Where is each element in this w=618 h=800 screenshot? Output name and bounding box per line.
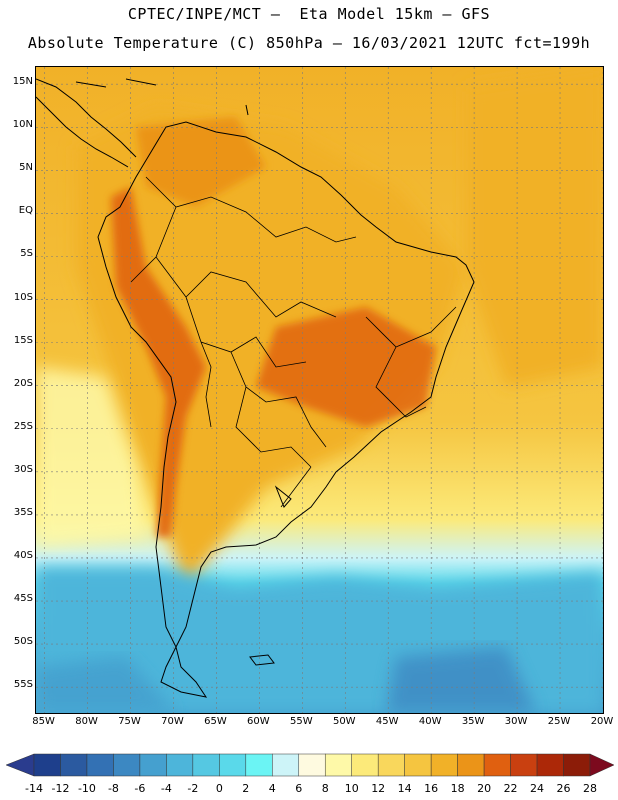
colorbar-tick-label: -12 (51, 782, 70, 795)
field-colder-south (386, 647, 536, 713)
colorbar-swatch (404, 753, 432, 777)
lat-tick-label: 30S (13, 463, 33, 475)
colorbar-under-arrow (5, 753, 35, 777)
colorbar-tick-label: 2 (242, 782, 250, 795)
colorbar-tick-label: 26 (556, 782, 571, 795)
colorbar-swatch (245, 753, 273, 777)
colorbar-tick-label: -14 (25, 782, 43, 795)
lon-tick-label: 85W (32, 716, 55, 727)
lon-tick-label: 80W (75, 716, 98, 727)
colorbar-swatch (457, 753, 485, 777)
lon-tick-label: 30W (504, 716, 528, 727)
colorbar-swatch (510, 753, 538, 777)
colorbar-swatch (298, 753, 326, 777)
colorbar-tick-label: 22 (503, 782, 518, 795)
lon-tick-label: 70W (161, 716, 184, 727)
map-panel (35, 66, 604, 714)
colorbar-tick-label: 14 (397, 782, 412, 795)
colorbar-tick-label: -4 (160, 782, 172, 795)
colorbar-tick-label: 28 (583, 782, 597, 795)
chart-title-model: CPTEC/INPE/MCT — Eta Model 15km — GFS (127, 5, 491, 23)
colorbar-tick-label: 8 (321, 782, 329, 795)
colorbar (5, 753, 615, 777)
colorbar-tick-label: 6 (295, 782, 303, 795)
colorbar-tick-label: -10 (77, 782, 96, 795)
lat-tick-label: 40S (13, 549, 33, 561)
colorbar-swatch (86, 753, 114, 777)
lon-tick-label: 35W (461, 716, 485, 727)
field-colder-sw (36, 657, 176, 713)
lat-tick-label: 15S (13, 334, 33, 346)
colorbar-swatch (377, 753, 405, 777)
colorbar-tick-label: 12 (371, 782, 386, 795)
colorbar-tick-label: 0 (215, 782, 223, 795)
colorbar-swatch (272, 753, 300, 777)
colorbar-swatch (351, 753, 379, 777)
field-hot-central (256, 307, 436, 427)
central-america-coast (36, 78, 137, 168)
south-america-coast (97, 121, 475, 698)
colorbar-swatch (536, 753, 564, 777)
lat-tick-label: 5S (20, 248, 33, 260)
field-hot-andes (111, 187, 206, 537)
river-plate (274, 485, 292, 508)
field-warm-ne (466, 67, 603, 387)
colorbar-tick-label: 10 (344, 782, 359, 795)
colorbar-swatch (166, 753, 194, 777)
field-cool-pacific (36, 367, 146, 547)
lat-tick-label: 15N (12, 76, 33, 88)
colorbar-swatch (33, 753, 61, 777)
colorbar-tick-label: 4 (268, 782, 276, 795)
lat-tick-label: 5N (19, 162, 33, 174)
colorbar-swatch (113, 753, 141, 777)
lat-tick-label: 55S (13, 679, 33, 691)
lon-tick-label: 20W (590, 716, 614, 727)
colorbar-tick-label: 24 (530, 782, 545, 795)
colorbar-tick-label: -2 (187, 782, 199, 795)
colorbar-tick-label: -6 (134, 782, 146, 795)
colorbar-swatch (192, 753, 220, 777)
caribbean-islands (75, 78, 249, 116)
colorbar-swatch (563, 753, 591, 777)
colorbar-swatch (60, 753, 88, 777)
lat-tick-label: 45S (13, 593, 33, 605)
field-hot-north (136, 117, 266, 207)
colorbar-tick-label: -8 (107, 782, 119, 795)
lon-tick-label: 40W (418, 716, 442, 727)
colorbar-swatch (219, 753, 247, 777)
falklands (249, 654, 275, 666)
colorbar-swatch (324, 753, 352, 777)
lon-tick-label: 75W (118, 716, 141, 727)
lat-tick-label: 50S (13, 636, 33, 648)
colorbar-tick-label: 20 (477, 782, 492, 795)
lon-tick-label: 60W (247, 716, 270, 727)
lon-tick-label: 45W (375, 716, 399, 727)
lat-tick-label: 10N (12, 119, 33, 131)
colorbar-swatch (430, 753, 458, 777)
lat-tick-label: EQ (18, 205, 33, 217)
lon-tick-label: 25W (547, 716, 571, 727)
chart-title-field: Absolute Temperature (C) 850hPa — 16/03/… (27, 34, 591, 52)
country-borders (130, 176, 457, 508)
lat-tick-label: 35S (13, 506, 33, 518)
lat-tick-label: 25S (13, 420, 33, 432)
lat-tick-label: 10S (13, 291, 33, 303)
colorbar-tick-label: 16 (424, 782, 439, 795)
temperature-map (36, 67, 603, 713)
border-lines (130, 176, 457, 508)
lon-tick-label: 50W (332, 716, 356, 727)
colorbar-swatch (139, 753, 167, 777)
colorbar-tick-label: 18 (450, 782, 465, 795)
lat-tick-label: 20S (13, 377, 33, 389)
lon-tick-label: 65W (204, 716, 227, 727)
colorbar-over-arrow (589, 753, 615, 777)
colorbar-swatch (483, 753, 511, 777)
coastlines (36, 78, 475, 698)
lon-tick-label: 55W (290, 716, 313, 727)
